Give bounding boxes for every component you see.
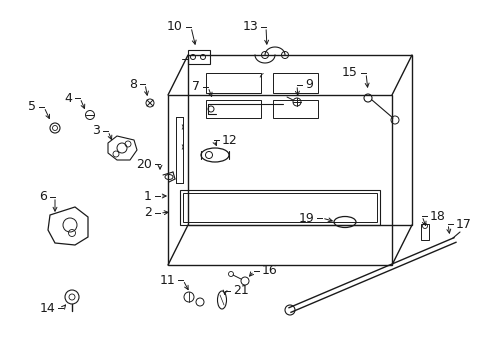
Text: 12: 12 [222,134,237,147]
Bar [205,100,261,118]
Text: 4: 4 [64,91,72,104]
Text: 15: 15 [342,67,357,80]
Text: 16: 16 [262,265,277,278]
Bar [272,73,317,93]
Text: 18: 18 [429,210,445,222]
Text: 11: 11 [159,274,175,287]
Text: 8: 8 [129,77,137,90]
Text: 3: 3 [92,125,100,138]
Bar [180,190,379,225]
Bar [187,50,209,64]
Bar [205,73,261,93]
Text: 19: 19 [298,211,313,225]
Bar [272,100,317,118]
Text: 17: 17 [455,217,471,230]
Text: 21: 21 [232,284,248,297]
Text: 5: 5 [28,100,36,113]
Text: 10: 10 [167,21,183,33]
Text: 2: 2 [144,207,152,220]
Text: 14: 14 [39,302,55,315]
Bar [420,224,428,240]
Bar [183,193,376,222]
Text: 20: 20 [136,158,152,171]
Text: 1: 1 [144,189,152,202]
Text: 7: 7 [192,81,200,94]
Text: 6: 6 [39,190,47,203]
Text: 13: 13 [242,21,258,33]
Text: 9: 9 [305,78,312,91]
